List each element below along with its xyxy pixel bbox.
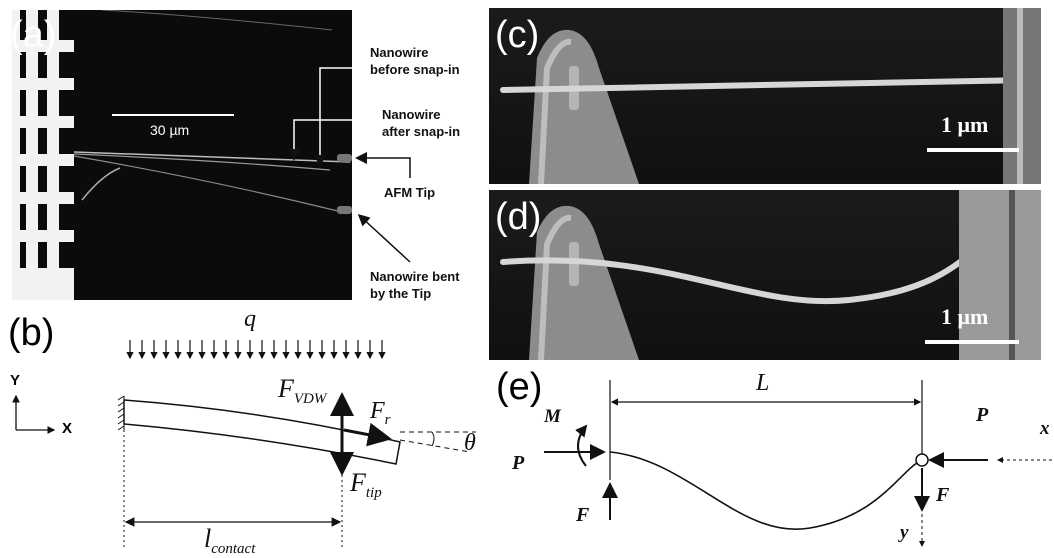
fixed-support [117,395,125,431]
panel-a-arrows [288,67,411,263]
f-r-subscript: r [384,411,391,428]
scale-bar-d [925,340,1019,344]
afm-tip-top [337,154,352,162]
panel-e-diagram [544,380,1052,547]
panel-a-label: (a) [12,14,57,56]
substrate-d [959,190,1041,360]
scale-bar-a [112,114,234,116]
f-tip-label: Ftip [350,468,382,502]
cantilever-beam [123,399,401,465]
nanowire-after [73,153,331,171]
f-r-arrow [343,422,392,447]
theta-label: θ [464,430,476,456]
annotation-after-snapin: Nanowire after snap-in [382,106,460,140]
f-tip-symbol: F [350,468,366,497]
f-tip-subscript: tip [365,485,382,502]
panel-a-sem-drawing [12,10,352,300]
x-axis-label: x [1040,418,1050,439]
l-contact-symbol: l [204,524,212,553]
grid-structure [12,10,74,300]
afm-tip-bottom [337,206,352,214]
pin-end [915,453,929,467]
panel-c-sem-drawing [500,8,1041,184]
deflected-beam [609,451,923,531]
nanowire-before [73,151,351,163]
panel-b-label: (b) [8,312,55,354]
scale-bar-c [927,148,1019,152]
q-label: q [244,306,256,332]
scale-text-a: 30 µm [150,122,190,138]
arrow-before [314,67,368,167]
nanowire-c [500,77,1030,93]
p-left-label: P [512,452,525,474]
f-right-label: F [936,484,950,506]
moment-arc [575,424,588,467]
f-vdw-label: FVDW [278,374,326,408]
ann-before-line2: before snap-in [370,62,460,77]
panel-d-label: (d) [495,196,542,238]
f-r-label: Fr [370,398,391,429]
ann-before-line1: Nanowire [370,45,429,60]
axes-indicator [12,394,56,434]
distributed-load-arrows [126,340,386,360]
panel-b-diagram [12,340,476,548]
f-vdw-subscript: VDW [293,391,327,408]
p-right-label: P [976,404,989,426]
panel-d-image: 1 μm (d) [489,190,1041,360]
panel-d-sem-drawing [500,190,1041,360]
arrow-bent [357,213,411,263]
arrow-after [288,119,380,161]
ann-after-line1: Nanowire [382,107,441,122]
afm-tip-d [529,205,639,360]
ann-after-line2: after snap-in [382,124,461,139]
f-vdw-symbol: F [278,374,294,403]
annotation-afm-tip: AFM Tip [384,185,436,200]
l-contact-label: lcontact [204,524,255,558]
scale-text-d: 1 μm [941,304,989,329]
ann-bent-line2: by the Tip [370,286,432,301]
arrow-afm-tip [355,152,411,178]
annotation-bent-wire: Nanowire bent by the Tip [370,268,460,302]
f-left-label: F [576,504,590,526]
panel-e-label: (e) [496,366,543,408]
panel-c-label: (c) [495,14,540,56]
l-contact-subscript: contact [211,541,256,558]
axis-x-label: X [62,420,73,437]
panel-c-image: 1 μm (c) [489,8,1041,184]
annotation-before-snapin: Nanowire before snap-in [370,44,460,78]
l-length-label: L [756,370,770,396]
f-r-symbol: F [370,398,385,424]
nanowire-bent [73,155,343,213]
moment-label: M [544,406,561,427]
afm-tip-c [529,29,639,184]
axis-y-label: Y [10,372,21,389]
y-axis-label: y [900,522,909,543]
ann-bent-line1: Nanowire bent [370,269,460,284]
scale-text-c: 1 μm [941,112,989,137]
